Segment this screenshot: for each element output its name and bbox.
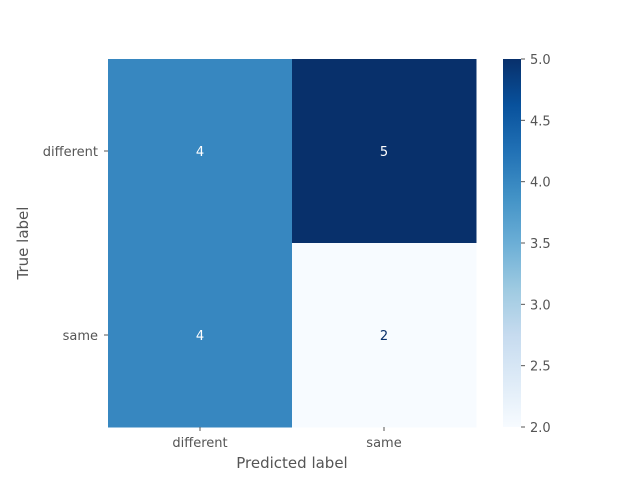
colorbar	[503, 59, 521, 427]
heatmap-cell	[292, 243, 477, 428]
x-tick-label: different	[172, 436, 227, 451]
colorbar-ticks: 2.0 2.5 3.0 3.5 4.0 4.5 5.0	[521, 53, 551, 436]
y-axis-label: True label	[14, 207, 32, 281]
heatmap-cell	[292, 59, 477, 244]
colorbar-tick-label: 2.5	[530, 360, 551, 375]
heatmap-cells	[108, 59, 477, 428]
colorbar-tick-label: 4.5	[530, 114, 551, 129]
heatmap-cell-labels: 4 5 4 2	[196, 145, 388, 344]
cell-value-label: 4	[196, 145, 204, 160]
cell-value-label: 4	[196, 329, 204, 344]
y-tick-label: different	[43, 145, 98, 160]
x-tick-label: same	[366, 436, 401, 451]
y-tick-label: same	[63, 329, 98, 344]
colorbar-tick-label: 3.0	[530, 298, 551, 313]
colorbar-tick-label: 2.0	[530, 421, 551, 436]
y-axis-ticks: different same	[43, 145, 108, 344]
heatmap-cell	[108, 243, 293, 428]
colorbar-tick-label: 5.0	[530, 53, 551, 68]
heatmap-cell	[108, 59, 293, 244]
cell-value-label: 5	[380, 145, 388, 160]
colorbar-tick-label: 4.0	[530, 176, 551, 191]
colorbar-tick-label: 3.5	[530, 237, 551, 252]
x-axis-ticks: different same	[172, 427, 402, 451]
x-axis-label: Predicted label	[236, 454, 347, 472]
cell-value-label: 2	[380, 329, 388, 344]
